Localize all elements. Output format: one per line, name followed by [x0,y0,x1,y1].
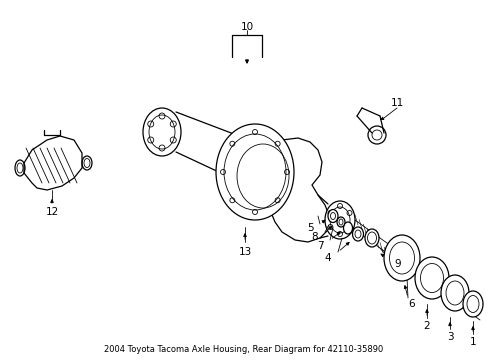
Text: 2004 Toyota Tacoma Axle Housing, Rear Diagram for 42110-35890: 2004 Toyota Tacoma Axle Housing, Rear Di… [104,346,383,355]
Text: 12: 12 [45,207,59,217]
Ellipse shape [216,124,293,220]
Text: 4: 4 [324,253,331,263]
Ellipse shape [142,108,181,156]
Ellipse shape [325,201,354,239]
Text: 10: 10 [240,22,253,32]
Ellipse shape [336,217,345,227]
Text: 13: 13 [238,247,251,257]
Ellipse shape [414,257,448,299]
Ellipse shape [383,235,419,281]
Text: 3: 3 [446,332,452,342]
Text: 11: 11 [389,98,403,108]
Text: 7: 7 [316,241,323,251]
Text: 2: 2 [423,321,429,331]
Ellipse shape [327,210,337,222]
Ellipse shape [364,229,378,247]
Ellipse shape [462,291,482,317]
Text: 5: 5 [306,223,313,233]
Ellipse shape [343,222,352,234]
Text: 1: 1 [469,337,475,347]
Text: 8: 8 [311,232,318,242]
Ellipse shape [352,227,363,241]
Ellipse shape [440,275,468,311]
Text: 9: 9 [394,259,401,269]
Text: 6: 6 [408,299,414,309]
